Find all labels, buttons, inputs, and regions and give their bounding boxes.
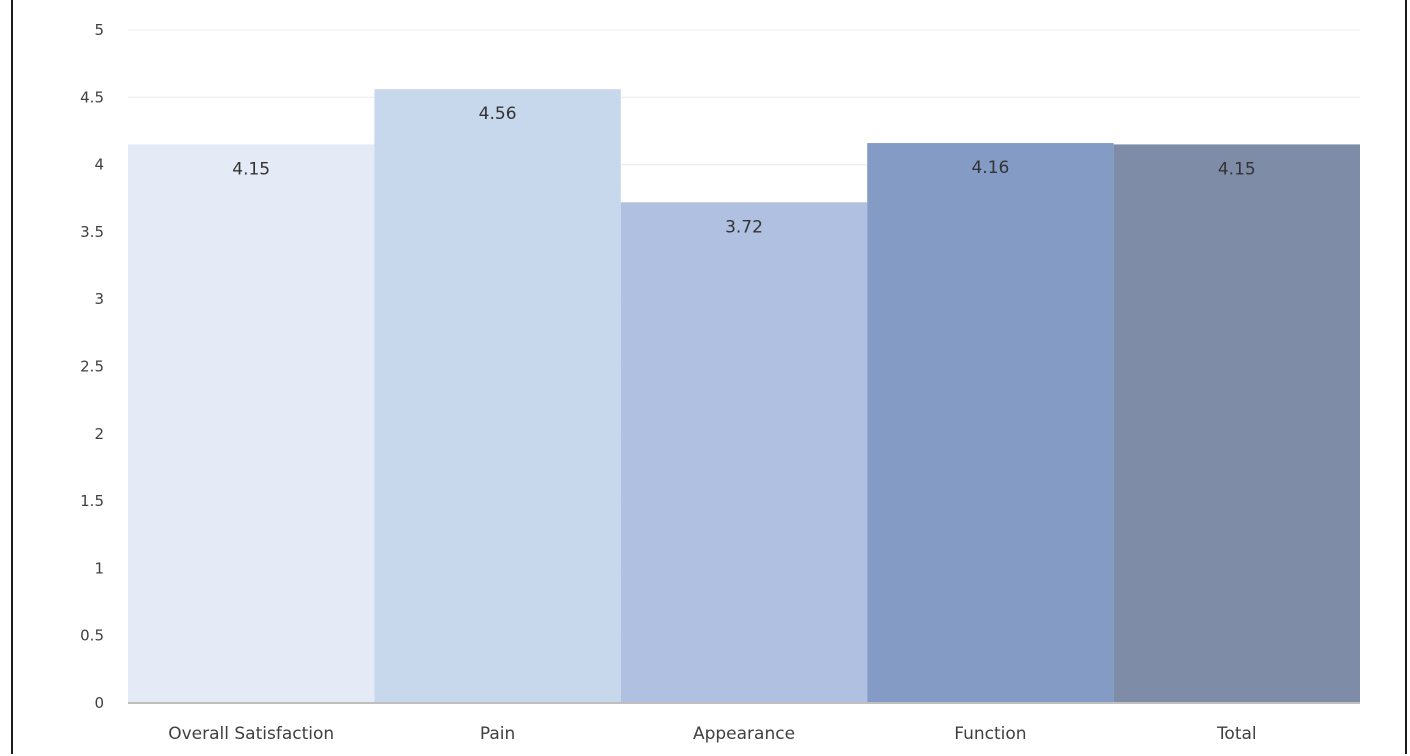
- data-label: 3.72: [725, 217, 763, 237]
- category-label: Overall Satisfaction: [168, 724, 334, 744]
- y-tick-label: 4.5: [80, 88, 104, 106]
- bar-overall-satisfaction: [128, 144, 375, 703]
- y-tick-label: 1: [94, 559, 104, 577]
- y-tick-label: 0.5: [80, 627, 104, 645]
- category-label: Total: [1216, 724, 1257, 744]
- data-label: 4.16: [971, 158, 1009, 178]
- y-tick-label: 2: [94, 425, 104, 443]
- bar-appearance: [620, 202, 868, 703]
- bars: [128, 89, 1360, 704]
- y-tick-label: 4: [94, 156, 104, 174]
- bar-total: [1113, 144, 1360, 703]
- x-axis-category-labels: Overall Satisfaction Pain Appearance Functi…: [168, 724, 1256, 744]
- data-labels: 4.15 4.56 3.72 4.16 4.15: [232, 104, 1255, 237]
- y-tick-label: 3: [94, 290, 104, 308]
- data-label: 4.56: [479, 104, 517, 124]
- y-tick-label: 0: [94, 694, 104, 712]
- chart-frame: [11, 0, 1407, 754]
- data-label: 4.15: [232, 159, 270, 179]
- y-tick-label: 5: [94, 21, 104, 39]
- category-label: Pain: [480, 724, 515, 744]
- y-tick-label: 1.5: [80, 492, 104, 510]
- bar-function: [867, 143, 1114, 704]
- data-label: 4.15: [1218, 159, 1256, 179]
- category-label: Appearance: [693, 724, 795, 744]
- y-axis-tick-labels: 0 0.5 1 1.5 2 2.5 3 3.5 4 4.5 5: [80, 21, 104, 712]
- y-tick-label: 2.5: [80, 358, 104, 376]
- category-label: Function: [954, 724, 1026, 744]
- bar-pain: [374, 89, 621, 703]
- y-tick-label: 3.5: [80, 223, 104, 241]
